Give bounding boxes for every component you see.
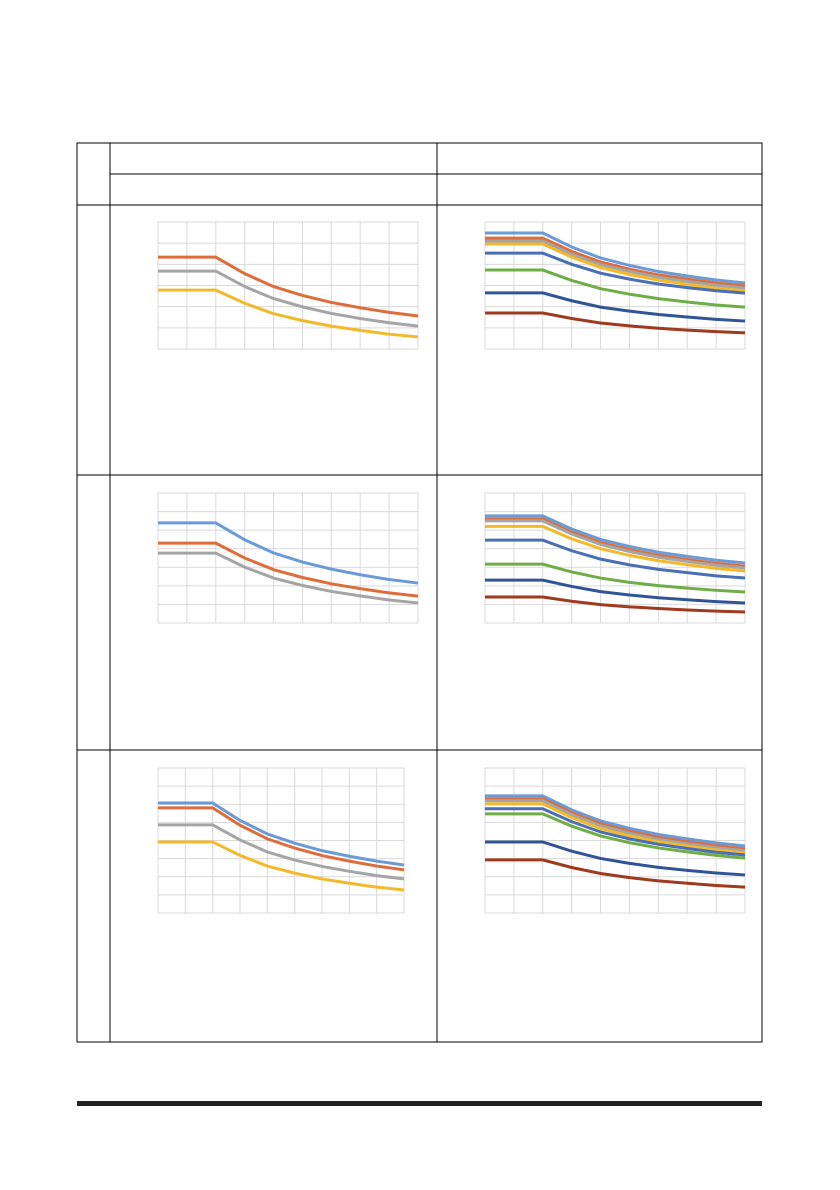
data-line <box>485 236 746 288</box>
chart <box>484 221 746 350</box>
chart <box>484 767 746 914</box>
footer-rule <box>77 1101 762 1106</box>
data-line <box>485 858 746 889</box>
chart <box>157 492 419 624</box>
data-line <box>158 255 419 318</box>
data-line <box>158 521 419 585</box>
data-line <box>485 595 746 614</box>
data-line <box>158 288 419 339</box>
chart <box>484 492 746 624</box>
data-line <box>158 840 405 892</box>
data-line <box>485 517 746 568</box>
data-line <box>158 269 419 328</box>
data-line <box>485 519 746 570</box>
data-line <box>485 807 746 857</box>
data-line <box>485 524 746 573</box>
data-line <box>485 840 746 877</box>
data-line <box>158 801 405 867</box>
chart <box>157 221 419 350</box>
data-line <box>485 794 746 848</box>
data-line <box>485 799 746 853</box>
data-line <box>485 562 746 594</box>
data-line <box>485 242 746 293</box>
data-line <box>158 806 405 872</box>
data-line <box>485 578 746 605</box>
data-line <box>485 311 746 335</box>
data-line <box>485 291 746 323</box>
data-line <box>158 823 405 881</box>
data-line <box>158 551 419 605</box>
data-line <box>485 802 746 855</box>
data-line <box>485 812 746 860</box>
chart <box>157 767 405 914</box>
data-line <box>485 268 746 309</box>
data-line <box>158 541 419 598</box>
data-line <box>485 251 746 295</box>
data-line <box>485 538 746 580</box>
table <box>76 142 763 1043</box>
data-line <box>485 239 746 290</box>
data-line <box>485 514 746 565</box>
data-line <box>485 231 746 285</box>
data-line <box>485 797 746 851</box>
table-border <box>76 142 763 1043</box>
